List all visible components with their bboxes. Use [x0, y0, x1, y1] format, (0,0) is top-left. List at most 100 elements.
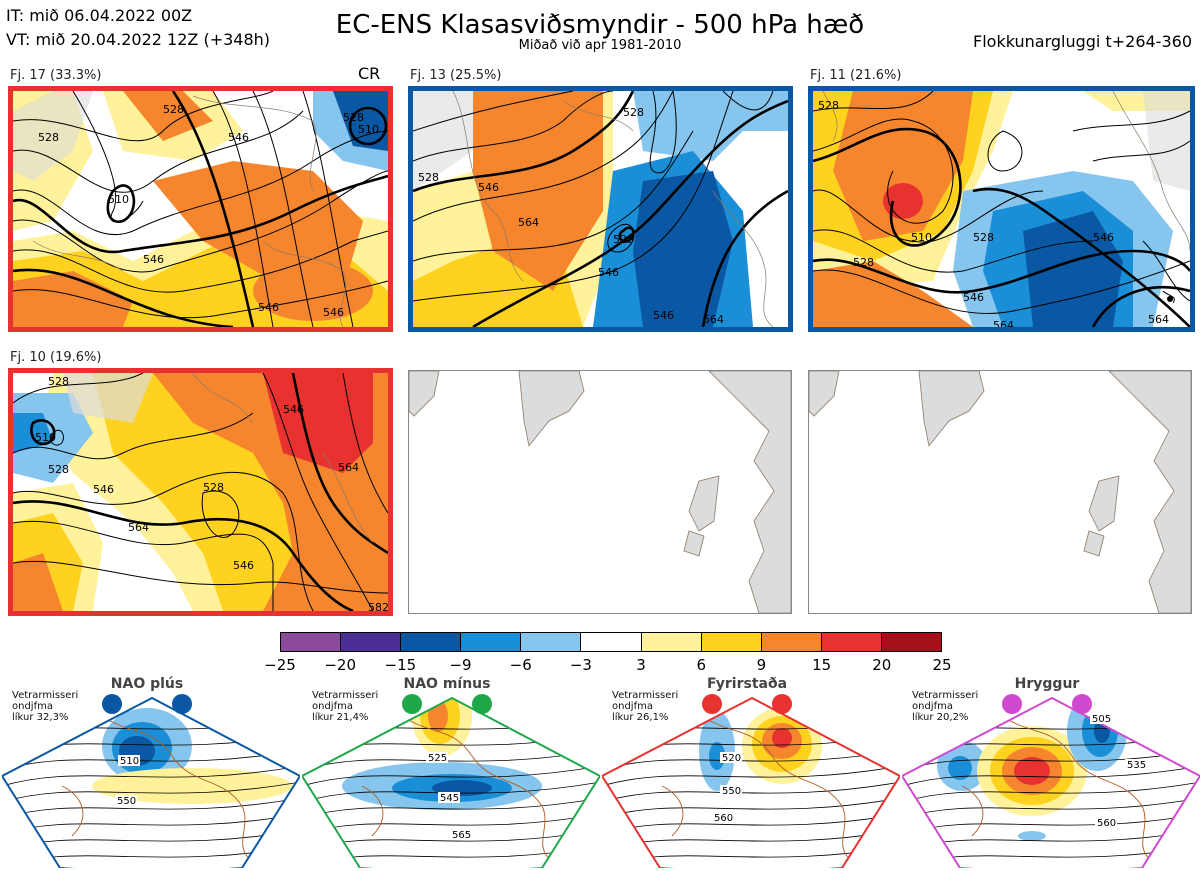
colorbar-tick-label: 3 — [636, 656, 646, 674]
regime-marker-dot — [472, 694, 492, 714]
contour-label: 546 — [1093, 231, 1114, 244]
contour-label: 564 — [338, 461, 359, 474]
regime-contour-label: 505 — [1092, 714, 1111, 725]
regime-panel-4: 505 535 560 Hryggur Vetrarmisseri ondjfma lí… — [902, 676, 1200, 868]
page-title: EC-ENS Klasasviðsmyndir - 500 hPa hæð — [335, 10, 865, 40]
colorbar-bin — [821, 633, 882, 651]
regime-title: NAO mínus — [403, 676, 491, 692]
regime-marker-dot — [172, 694, 192, 714]
valid-time: VT: mið 20.04.2022 12Z (+348h) — [6, 30, 271, 49]
colorbar-bin — [881, 633, 942, 651]
contour-label: 546 — [963, 291, 984, 304]
colorbar-bin — [641, 633, 702, 651]
contour-label: 546 — [478, 181, 499, 194]
colorbar-tick-label: −25 — [264, 656, 296, 674]
colorbar-tick-label: −15 — [384, 656, 417, 674]
colorbar-tick-label: 20 — [872, 656, 892, 674]
empty-map-2 — [808, 370, 1192, 614]
regime-title: Hryggur — [1014, 676, 1080, 692]
colorbar-bin — [761, 633, 822, 651]
cluster-map-1: 528 528 510 546 546 546 546 528 510 — [8, 86, 393, 332]
contour-label: 546 — [143, 253, 164, 266]
colorbar-tick-label: −3 — [569, 656, 592, 674]
regime-panel-2: 525 545 565 NAO mínus Vetrarmisseri ondjfma … — [302, 676, 600, 868]
contour-label: 528 — [418, 171, 439, 184]
panel-tag-cr: CR — [358, 64, 381, 83]
colorbar-tick-label: 6 — [696, 656, 707, 674]
contour-label: 510 — [358, 123, 379, 136]
regime-title: Fyrirstaða — [706, 676, 788, 692]
colorbar-bin — [461, 633, 522, 651]
classification-window: Flokkunargluggi t+264-360 — [973, 32, 1192, 51]
contour-label: 528 — [38, 131, 59, 144]
regime-contour-label: 565 — [452, 830, 471, 841]
regime-contour-label: 520 — [722, 753, 741, 764]
contour-label: 564 — [128, 521, 149, 534]
colorbar-bin — [341, 633, 402, 651]
regime-contour-label: 535 — [1127, 760, 1146, 771]
colorbar-tick-label: 15 — [812, 656, 832, 674]
page-subtitle: Miðað við apr 1981-2010 — [518, 38, 682, 53]
regime-contour-label: 545 — [440, 793, 459, 804]
cluster-map-3: 528 510 528 528 546 546 564 564 — [808, 86, 1195, 332]
regime-title: NAO plús — [110, 676, 184, 692]
colorbar-tick-label: −9 — [449, 656, 472, 674]
colorbar-tick-label: 25 — [932, 656, 952, 674]
contour-label: 510 — [35, 431, 56, 444]
colorbar-tick-label: 9 — [756, 656, 767, 674]
contour-label: 546 — [323, 306, 344, 319]
contour-label: 546 — [258, 301, 279, 314]
contour-label: 546 — [228, 131, 249, 144]
colorbar-bin — [281, 633, 342, 651]
contour-label: 546 — [233, 559, 254, 572]
colorbar-bin — [701, 633, 762, 651]
regime-contour-label: 550 — [722, 786, 741, 797]
regime-probability-note: Vetrarmisseri ondjfma líkur 20,2% — [912, 690, 979, 723]
regime-marker-dot — [702, 694, 722, 714]
contour-label: 528 — [973, 231, 994, 244]
empty-map-1 — [408, 370, 792, 614]
contour-label: 546 — [653, 309, 674, 322]
contour-label: 546 — [93, 483, 114, 496]
panel-label-4: Fj. 10 (19.6%) — [10, 350, 102, 365]
panel-label-3: Fj. 11 (21.6%) — [810, 68, 902, 83]
contour-label: 528 — [853, 256, 874, 269]
regime-contour-label: 525 — [428, 753, 447, 764]
colorbar-bin — [521, 633, 582, 651]
contour-label: 528 — [48, 463, 69, 476]
panel-label-2: Fj. 13 (25.5%) — [410, 68, 502, 83]
cluster-map-2: 528 528 546 564 528 546 546 564 — [408, 86, 793, 332]
contour-label: 564 — [703, 313, 724, 326]
colorbar-bin — [401, 633, 462, 651]
contour-label: 510 — [108, 193, 129, 206]
colorbar-tick-label: −20 — [324, 656, 356, 674]
contour-label: 528 — [203, 481, 224, 494]
contour-label: 564 — [518, 216, 539, 229]
contour-label: 528 — [623, 106, 644, 119]
init-time: IT: mið 06.04.2022 00Z — [6, 6, 193, 25]
anomaly-colorbar — [280, 632, 942, 652]
regime-marker-dot — [1072, 694, 1092, 714]
regime-contour-label: 560 — [1097, 818, 1116, 829]
regime-probability-note: Vetrarmisseri ondjfma líkur 21,4% — [312, 690, 379, 723]
contour-label: 528 — [818, 99, 839, 112]
regime-marker-dot — [402, 694, 422, 714]
contour-label: 582 — [368, 601, 388, 611]
regime-contour-label: 510 — [120, 756, 139, 767]
regime-contour-label: 550 — [117, 796, 136, 807]
contour-label: 546 — [283, 403, 304, 416]
contour-label: 564 — [993, 319, 1014, 327]
regime-panel-1: 510 550 NAO plús Vetrarmisseri ondjfma líku… — [2, 676, 300, 868]
regime-probability-note: Vetrarmisseri ondjfma líkur 26,1% — [612, 690, 679, 723]
regime-panel-3: 520 550 560 Fyrirstaða Vetrarmisseri ondjfma… — [602, 676, 900, 868]
regime-contour-label: 560 — [714, 813, 733, 824]
contour-label: 528 — [48, 375, 69, 388]
regime-probability-note: Vetrarmisseri ondjfma líkur 32,3% — [12, 690, 79, 723]
contour-label: 510 — [911, 231, 932, 244]
regime-marker-dot — [772, 694, 792, 714]
contour-label: 564 — [1148, 313, 1169, 326]
cluster-map-4: 528 510 528 546 546 528 564 546 564 582 — [8, 368, 393, 616]
contour-label: 528 — [343, 111, 364, 124]
contour-label: 546 — [598, 266, 619, 279]
regime-marker-dot — [1002, 694, 1022, 714]
